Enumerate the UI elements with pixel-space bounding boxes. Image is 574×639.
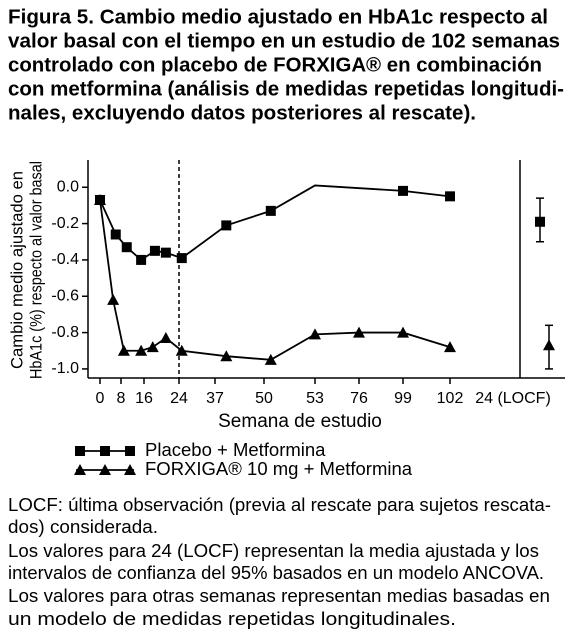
x-tick-label: 24 (170, 390, 188, 407)
legend-marker (74, 464, 86, 475)
marker-triangle (146, 341, 159, 353)
marker-triangle (159, 332, 172, 344)
marker-square (176, 253, 187, 264)
chart-title: nales, excluyendo datos posteriores al r… (8, 102, 476, 124)
legend-marker (100, 446, 110, 456)
marker-square (121, 242, 132, 253)
y-tick-label: -0.2 (51, 215, 79, 232)
marker-triangle (543, 339, 555, 351)
x-tick-label: 37 (206, 390, 224, 407)
footnote: Los valores para 24 (LOCF) representan l… (8, 540, 539, 561)
y-tick-label: -0.8 (51, 324, 79, 341)
marker-square (149, 245, 160, 256)
x-tick-label: 99 (394, 390, 412, 407)
y-axis-label: Cambio medio ajustado en (8, 171, 26, 369)
x-tick-label: 24 (LOCF) (475, 390, 551, 407)
marker-square (398, 185, 408, 196)
marker-triangle (397, 326, 409, 338)
chart-title: controlado con placebo de FORXIGA® en co… (8, 54, 542, 76)
marker-square (136, 254, 147, 265)
footnote: LOCF: última observación (previa al resc… (8, 494, 551, 515)
y-tick-label: -0.4 (51, 251, 79, 268)
footnote: Los valores para otras semanas represent… (8, 585, 550, 606)
marker-triangle (220, 350, 233, 362)
footnote: dos) considerada. (8, 516, 158, 537)
marker-square (265, 205, 276, 216)
x-tick-label: 16 (135, 390, 153, 407)
legend-marker (125, 446, 135, 456)
marker-square (445, 191, 455, 202)
x-axis-label: Semana de estudio (218, 411, 382, 432)
marker-square (160, 247, 171, 258)
y-tick-label: -1.0 (51, 360, 79, 377)
x-tick-label: 102 (437, 390, 464, 407)
chart-title: Figura 5. Cambio medio ajustado en HbA1c… (8, 6, 548, 28)
y-axis-label: HbA1c (%) respecto al valor basal (27, 161, 45, 379)
footnote: un modelo de medidas repetidas longitudi… (8, 608, 456, 629)
marker-triangle (353, 326, 365, 338)
footnote: intervalos de confianza del 95% basados … (8, 562, 544, 583)
x-tick-label: 50 (255, 390, 273, 407)
y-tick-label: -0.6 (51, 287, 79, 304)
marker-triangle (117, 344, 130, 356)
marker-triangle (107, 293, 120, 305)
legend-marker (99, 464, 111, 475)
legend-label: FORXIGA® 10 mg + Metformina (145, 458, 413, 479)
marker-square (221, 220, 232, 231)
legend-marker (75, 446, 85, 456)
x-tick-label: 76 (350, 390, 368, 407)
x-tick-label: 0 (96, 390, 105, 407)
series-line (99, 199, 451, 361)
x-tick-label: 8 (117, 390, 126, 407)
marker-triangle (309, 328, 321, 340)
marker-triangle (135, 344, 148, 356)
chart-title: valor basal con el tiempo en un estudio … (8, 30, 560, 52)
marker-square (535, 216, 545, 227)
x-tick-label: 53 (306, 390, 324, 407)
marker-triangle (175, 344, 188, 356)
chart-title: con metformina (análisis de medidas repe… (8, 78, 564, 100)
y-tick-label: 0.0 (57, 178, 79, 195)
legend-marker (124, 464, 136, 475)
marker-triangle (444, 341, 456, 353)
marker-square (110, 229, 121, 240)
marker-triangle (94, 193, 106, 205)
marker-triangle (264, 353, 277, 365)
legend-label: Placebo + Metformina (145, 439, 326, 460)
